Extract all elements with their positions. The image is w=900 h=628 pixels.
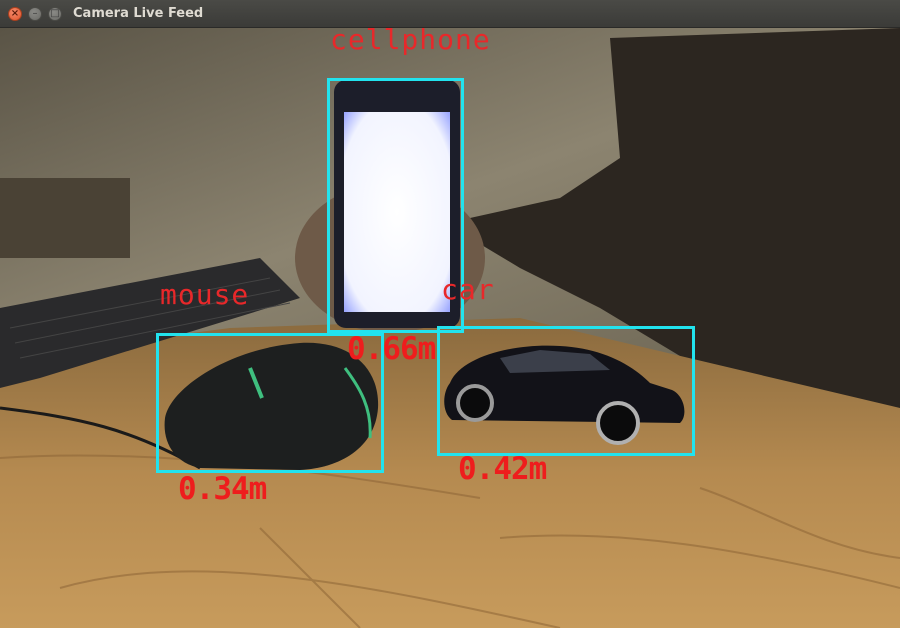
mouse-class-label: mouse bbox=[160, 278, 250, 311]
toy-car-window bbox=[500, 350, 610, 373]
maximize-button[interactable]: □ bbox=[48, 7, 62, 21]
car-distance-label: 0.42m bbox=[458, 451, 547, 487]
mouse-accent-light bbox=[248, 367, 264, 399]
toy-car-wheel-rear bbox=[596, 401, 640, 445]
toy-car-wheel-front bbox=[456, 384, 494, 422]
close-button[interactable]: × bbox=[8, 7, 22, 21]
mouse-object bbox=[164, 342, 379, 470]
window-title: Camera Live Feed bbox=[73, 6, 204, 21]
keyboard bbox=[0, 258, 300, 388]
keyboard-keys bbox=[9, 277, 291, 359]
cellphone-distance-label: 0.66m bbox=[347, 331, 436, 367]
close-icon: × bbox=[10, 8, 20, 19]
mouse-accent-edge bbox=[343, 367, 372, 439]
cellphone-bounding-box bbox=[327, 78, 464, 333]
car-class-label: car bbox=[441, 273, 495, 306]
minimize-button[interactable]: – bbox=[28, 7, 42, 21]
title-bar[interactable]: × – □ Camera Live Feed bbox=[0, 0, 900, 28]
mouse-cable bbox=[0, 406, 201, 470]
mouse-distance-label: 0.34m bbox=[178, 471, 267, 507]
car-bounding-box bbox=[437, 326, 695, 456]
person-sleeve bbox=[470, 28, 900, 458]
camera-feed: cellphone 0.66m mouse 0.34m car 0.42m bbox=[0, 28, 900, 628]
cellphone-class-label: cellphone bbox=[330, 28, 491, 56]
minimize-icon: – bbox=[32, 8, 38, 19]
cellphone-screen bbox=[344, 112, 450, 312]
maximize-icon: □ bbox=[50, 8, 60, 19]
shelf-object bbox=[0, 178, 130, 258]
mouse-bounding-box bbox=[156, 333, 384, 473]
camera-frame bbox=[0, 28, 900, 628]
